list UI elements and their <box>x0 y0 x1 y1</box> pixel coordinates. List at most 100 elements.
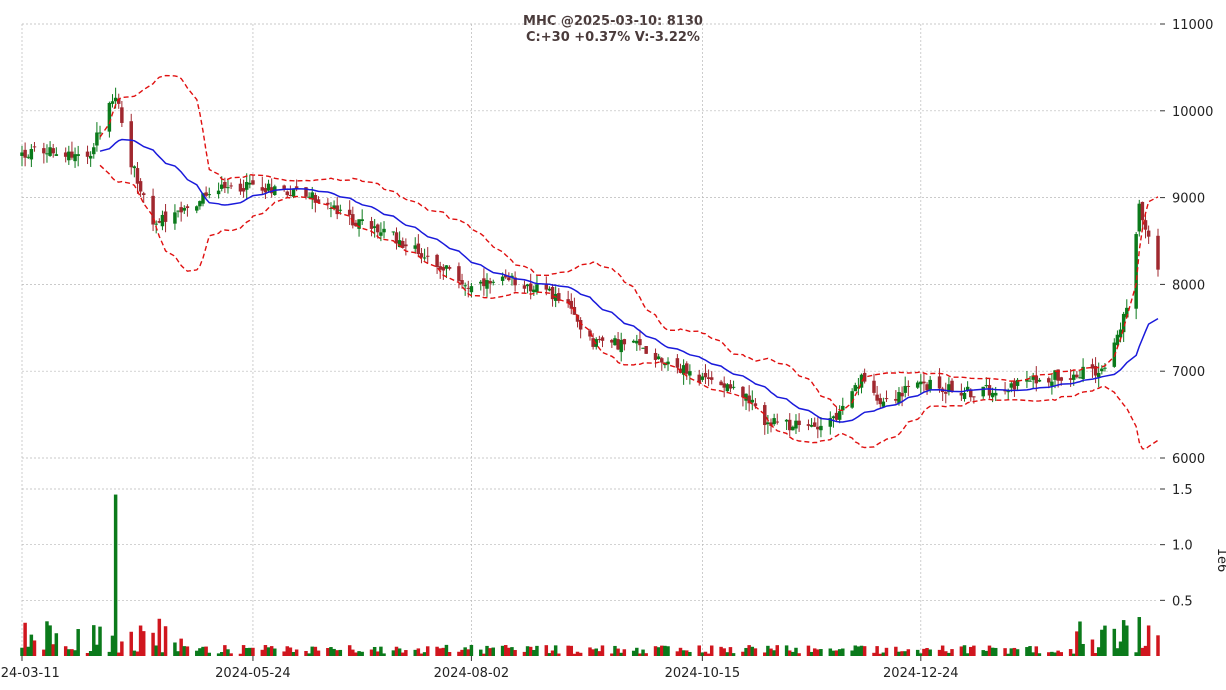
candle-body <box>1068 378 1073 380</box>
volume-bar <box>850 650 854 656</box>
candle-body <box>1015 379 1020 386</box>
candle-body <box>550 287 555 300</box>
candle-body <box>1143 220 1148 230</box>
volume-bar <box>747 645 751 656</box>
candle-body <box>856 386 861 389</box>
candle-body <box>51 148 55 154</box>
candle-body <box>837 411 842 420</box>
candle-body <box>787 419 792 431</box>
candle-body <box>154 223 158 225</box>
volume-bar <box>195 650 199 656</box>
volume-bar <box>1121 620 1126 656</box>
volume-bar <box>638 653 642 656</box>
candle-body <box>984 385 989 387</box>
volume-bar <box>1096 647 1101 656</box>
volume-bar <box>1143 645 1148 656</box>
x-tick-label: 2024-10-15 <box>665 666 741 681</box>
volume-bar <box>588 647 592 656</box>
volume-bar <box>95 644 99 656</box>
candle-body <box>460 280 464 285</box>
x-tick-label: 2024-08-02 <box>434 666 510 681</box>
candle-body <box>42 148 46 154</box>
candle-body <box>70 151 74 158</box>
candle-body <box>841 405 845 411</box>
volume-bar <box>675 651 680 656</box>
volume-bar <box>619 652 623 656</box>
candle-body <box>794 420 798 429</box>
volume-bar <box>503 645 508 656</box>
volume-bar <box>544 645 549 656</box>
candle-body <box>160 214 165 227</box>
candle-body <box>404 244 408 247</box>
volume-bar <box>1056 650 1060 656</box>
volume-bar <box>463 647 467 656</box>
volume-bar <box>1115 648 1120 656</box>
candle-body <box>850 391 854 408</box>
volume-bar <box>485 645 489 656</box>
volume-bar <box>962 645 967 656</box>
volume-bar <box>1037 653 1042 656</box>
candle-body <box>697 374 701 383</box>
candle-body <box>535 284 539 293</box>
volume-bar <box>794 647 798 656</box>
volume-bar <box>837 649 842 656</box>
volume-bar <box>179 638 183 656</box>
candle-body <box>479 281 483 284</box>
volume-bar <box>1078 621 1082 656</box>
volume-bar <box>906 649 911 656</box>
volume-bar <box>656 647 661 656</box>
candle-body <box>947 384 951 393</box>
volume-bar <box>382 653 386 656</box>
volume-bar <box>285 646 290 656</box>
volume-bar <box>404 650 408 656</box>
candle-body <box>288 194 293 196</box>
volume-bar <box>513 650 517 656</box>
volume-bar <box>110 635 115 656</box>
volume-bar <box>897 651 901 656</box>
volume-bar <box>1125 625 1129 656</box>
volume-bar <box>532 649 536 656</box>
candle-body <box>944 392 948 394</box>
volume-bar <box>522 651 527 656</box>
volume-bar <box>335 650 339 656</box>
candle-body <box>1009 383 1014 388</box>
candle-body <box>216 190 221 195</box>
candle-body <box>469 286 474 293</box>
price-tick-label: 9000 <box>1172 192 1205 207</box>
volume-bar <box>422 652 427 656</box>
volume-bar <box>688 651 692 656</box>
volume-bar <box>831 650 836 656</box>
candle-body <box>1096 372 1101 378</box>
volume-bar <box>635 647 639 656</box>
volume-bar <box>51 644 55 656</box>
candle-body <box>990 392 995 398</box>
volume-bar <box>32 640 37 656</box>
volume-bar <box>597 651 602 656</box>
candle-body <box>513 277 517 286</box>
volume-bar <box>566 645 570 656</box>
candle-body <box>226 187 230 189</box>
volume-bar <box>369 649 374 656</box>
candle-body <box>285 191 290 195</box>
volume-bar <box>753 648 758 656</box>
volume-bar <box>207 652 211 656</box>
candle-body <box>304 187 308 197</box>
candle-body <box>67 151 71 161</box>
price-tick-label: 10000 <box>1172 105 1213 120</box>
volume-bar <box>1075 631 1079 656</box>
volume-bar <box>354 652 358 656</box>
moving-average-line <box>99 138 1159 423</box>
candle-body <box>925 384 929 391</box>
volume-bar <box>894 646 898 656</box>
volume-bar <box>1140 647 1145 656</box>
candle-body <box>394 232 399 244</box>
candle-body <box>1081 366 1085 380</box>
candle-body <box>135 168 140 184</box>
chart-title-line2: C:+30 +0.37% V:-3.22% <box>526 30 700 45</box>
volume-bar <box>616 648 620 656</box>
candle-body <box>76 154 80 156</box>
volume-bar <box>460 649 464 656</box>
candle-body <box>688 371 692 376</box>
volume-bar <box>884 647 889 656</box>
candle-body <box>219 184 224 189</box>
